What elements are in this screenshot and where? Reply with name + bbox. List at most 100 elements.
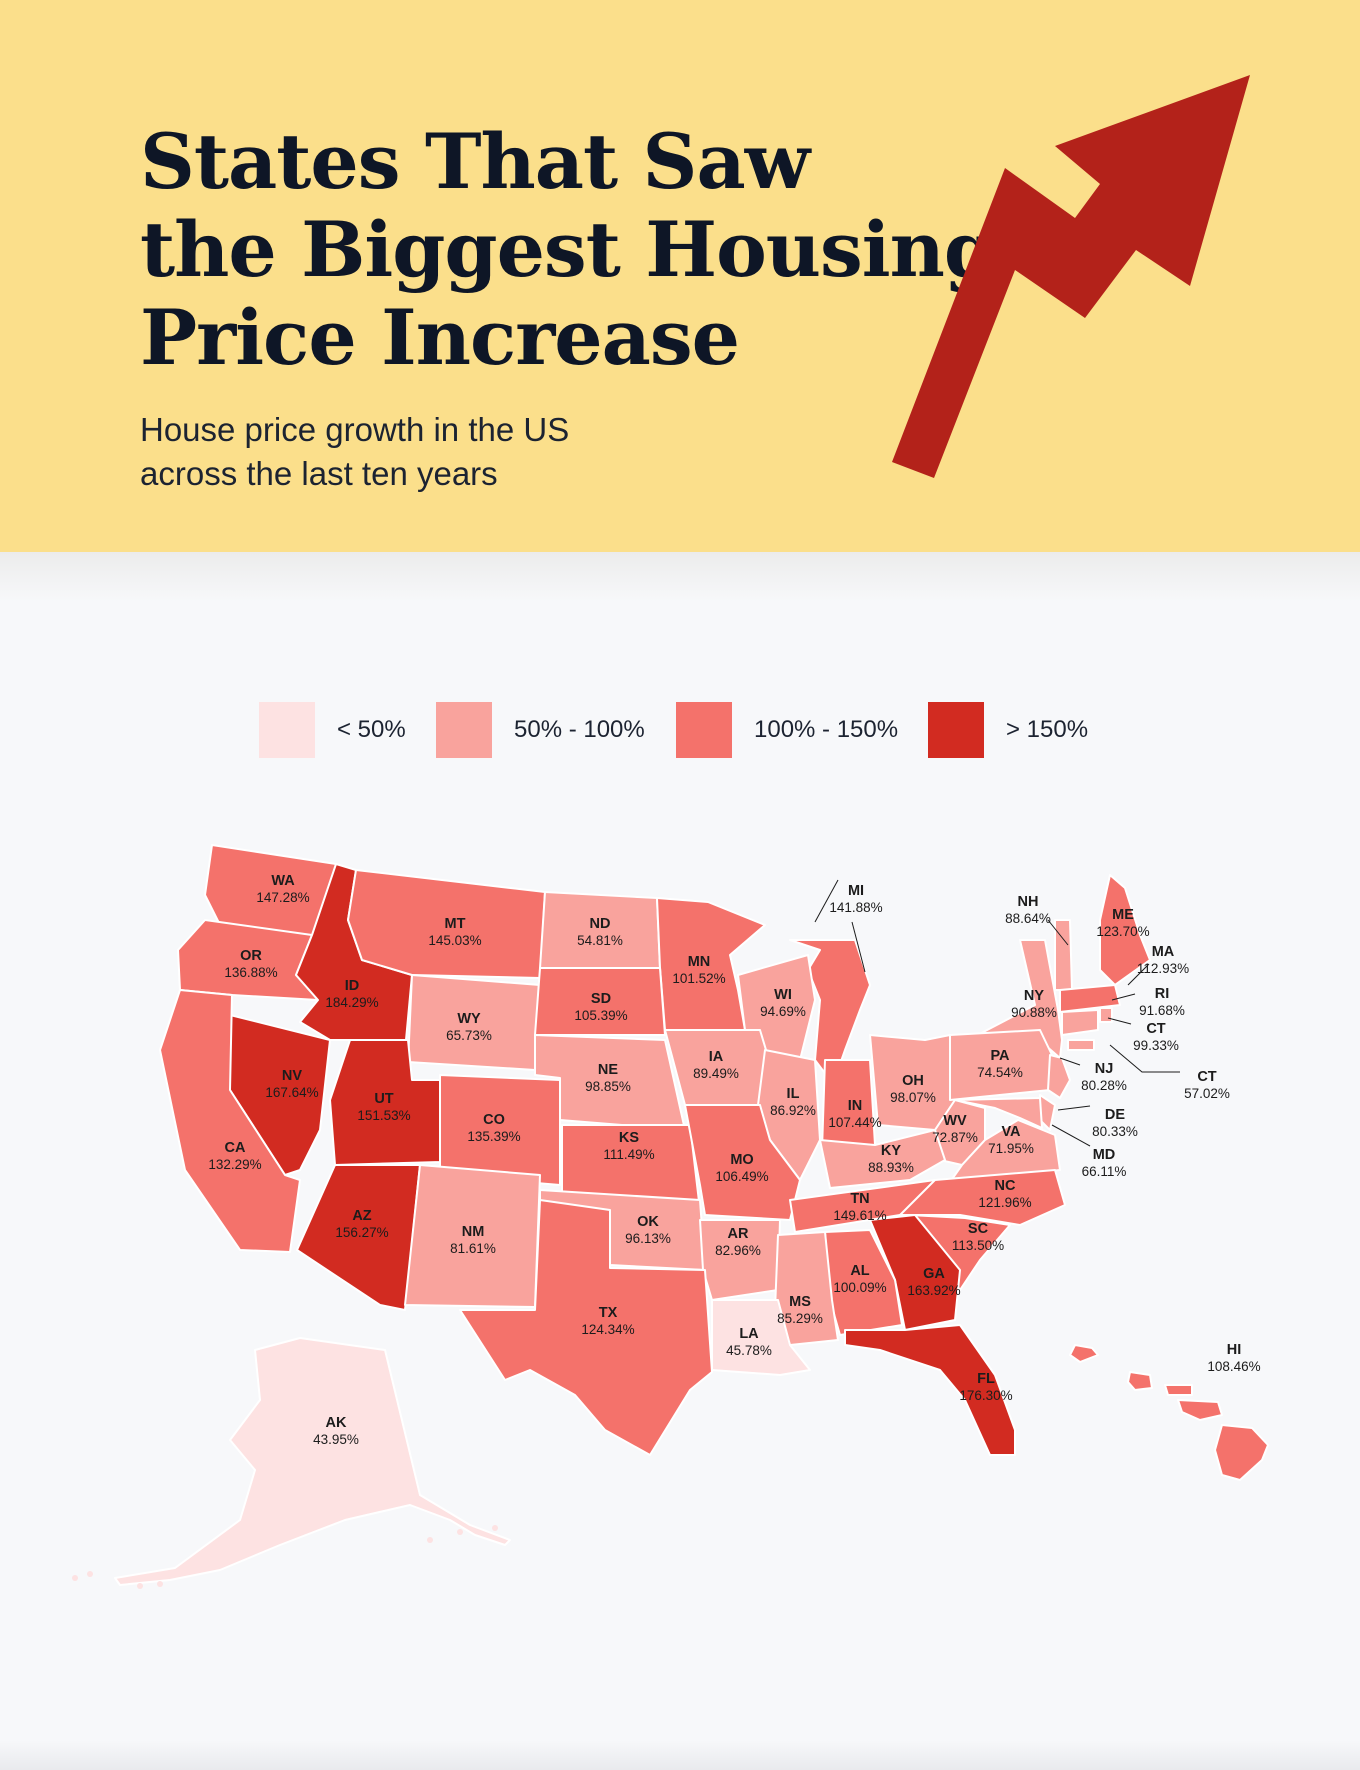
state-value-label: 90.88% — [1011, 1005, 1057, 1020]
title-line-2: the Biggest Housing — [140, 205, 997, 294]
legend-swatch — [436, 702, 492, 758]
legend-label: 100% - 150% — [754, 716, 899, 743]
state-code-label: VA — [1001, 1124, 1021, 1140]
state-code-label: OK — [637, 1214, 659, 1230]
legend: < 50% 50% - 100% 100% - 150% > 150% — [0, 702, 1360, 758]
state-code-label: MI — [848, 883, 864, 899]
state-code-label: NH — [1018, 894, 1039, 910]
state-code-label: WI — [774, 987, 792, 1003]
state-value-label: 108.46% — [1207, 1359, 1260, 1374]
state-shape-co — [439, 1074, 561, 1186]
state-value-label: 111.49% — [603, 1147, 654, 1162]
state-value-label: 145.03% — [428, 933, 481, 948]
state-value-label: 132.29% — [208, 1157, 261, 1172]
legend-swatch — [928, 702, 984, 758]
state-code-label: TX — [599, 1305, 618, 1321]
state-code-label: MD — [1093, 1147, 1116, 1163]
state-value-label: 80.28% — [1081, 1078, 1127, 1093]
state-value-label: 163.92% — [907, 1283, 960, 1298]
state-value-label: 99.33% — [1133, 1038, 1179, 1053]
state-shape-hi-island — [1127, 1371, 1153, 1391]
state-value-label: 107.44% — [828, 1115, 881, 1130]
state-code-label: PA — [990, 1048, 1010, 1064]
state-code-label: AR — [728, 1226, 749, 1242]
state-value-label: 85.29% — [777, 1311, 823, 1326]
state-code-label: UT — [374, 1091, 393, 1107]
subtitle-line-1: House price growth in the US — [140, 411, 570, 448]
state-shape-hi-island — [1164, 1384, 1193, 1396]
state-shape-ky — [819, 1129, 946, 1189]
legend-item-100-150: 100% - 150% — [676, 702, 898, 758]
state-code-label: CT — [1197, 1069, 1216, 1085]
rising-arrow-icon — [892, 75, 1250, 478]
state-code-label: WA — [271, 873, 295, 889]
state-shape-ri — [1099, 1007, 1113, 1023]
bottom-shade — [0, 1740, 1360, 1770]
state-code-label: AZ — [352, 1208, 371, 1224]
state-shape-me — [1099, 874, 1151, 986]
label-leader-line — [1111, 993, 1136, 1001]
state-code-label: OH — [902, 1073, 924, 1089]
state-code-label: LA — [739, 1326, 759, 1342]
state-value-label: 124.34% — [581, 1322, 634, 1337]
state-shape-ak-island — [87, 1571, 93, 1577]
title-line-1: States That Saw — [140, 117, 810, 206]
state-shape-ak-island — [492, 1525, 498, 1531]
state-value-label: 89.49% — [693, 1066, 739, 1081]
label-leader-line — [1109, 1044, 1180, 1073]
state-value-label: 147.28% — [256, 890, 309, 905]
label-leader-line — [1127, 963, 1150, 986]
state-shape-ct — [1067, 1039, 1095, 1051]
state-value-label: 100.09% — [833, 1280, 886, 1295]
state-code-label: SC — [968, 1221, 989, 1237]
state-shape-ct — [1061, 1009, 1099, 1036]
state-value-label: 106.49% — [715, 1169, 768, 1184]
state-value-label: 80.33% — [1092, 1124, 1138, 1139]
state-value-label: 149.61% — [833, 1208, 886, 1223]
state-shape-nc — [899, 1169, 1066, 1226]
state-code-label: MS — [789, 1294, 811, 1310]
state-code-label: NJ — [1095, 1061, 1114, 1077]
state-value-label: 66.11% — [1082, 1164, 1127, 1179]
state-code-label: AL — [850, 1263, 869, 1279]
state-code-label: MO — [730, 1152, 753, 1168]
state-value-label: 54.81% — [577, 933, 623, 948]
state-value-label: 156.27% — [335, 1225, 388, 1240]
state-value-label: 45.78% — [726, 1343, 772, 1358]
legend-label: > 150% — [1006, 716, 1089, 743]
state-code-label: NV — [282, 1068, 302, 1084]
state-value-label: 88.64% — [1005, 911, 1051, 926]
state-shape-ak — [114, 1337, 511, 1586]
subtitle: House price growth in the US across the … — [140, 408, 569, 496]
page-title: States That Saw the Biggest Housing Pric… — [140, 117, 997, 382]
state-value-label: 141.88% — [829, 900, 882, 915]
state-shape-sd — [534, 967, 666, 1036]
state-code-label: ND — [590, 916, 611, 932]
state-shape-ak-island — [72, 1575, 78, 1581]
state-value-label: 94.69% — [760, 1004, 806, 1019]
state-value-label: 184.29% — [325, 995, 378, 1010]
state-code-label: NC — [995, 1178, 1016, 1194]
state-code-label: MA — [1152, 944, 1175, 960]
state-code-label: NY — [1024, 988, 1044, 1004]
state-code-label: WY — [457, 1011, 481, 1027]
state-value-label: 105.39% — [574, 1008, 627, 1023]
title-line-3: Price Increase — [140, 293, 740, 382]
state-value-label: 112.93% — [1137, 961, 1189, 976]
state-shape-md — [954, 1097, 1043, 1129]
subtitle-line-2: across the last ten years — [140, 455, 498, 492]
state-code-label: WV — [943, 1113, 967, 1129]
legend-label: < 50% — [337, 716, 406, 743]
label-leader-line — [1051, 1124, 1091, 1147]
state-shape-ca — [159, 989, 301, 1253]
state-value-label: 71.95% — [988, 1141, 1034, 1156]
label-leader-line — [1047, 919, 1069, 946]
state-code-label: IN — [848, 1098, 863, 1114]
state-value-label: 176.30% — [959, 1388, 1012, 1403]
state-value-label: 98.07% — [890, 1090, 936, 1105]
legend-swatch — [259, 702, 315, 758]
state-code-label: NM — [462, 1224, 485, 1240]
state-code-label: KS — [619, 1130, 639, 1146]
state-value-label: 167.64% — [265, 1085, 318, 1100]
state-shape-ak-island — [457, 1529, 463, 1535]
